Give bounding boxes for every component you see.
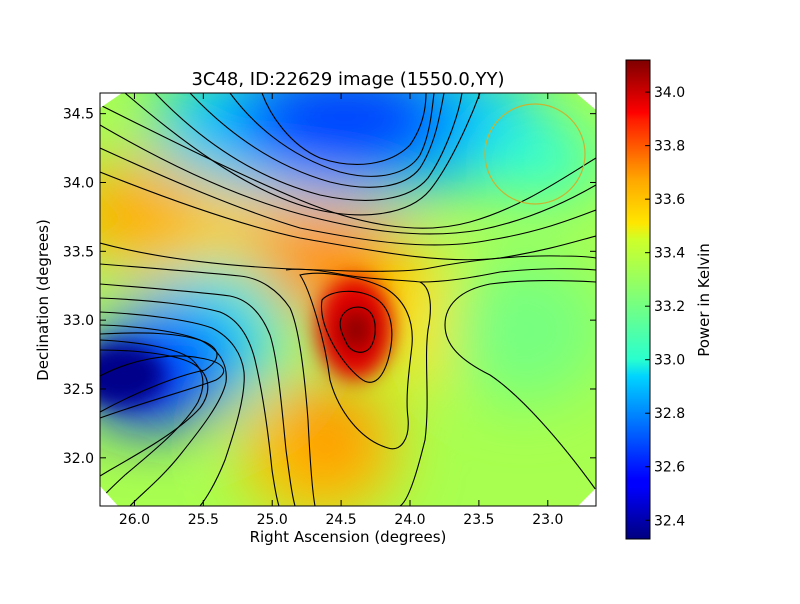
x-tick-label: 24.5 xyxy=(326,512,357,528)
y-tick-label: 32.5 xyxy=(63,382,94,398)
heat-blob-cyan-topright xyxy=(480,120,596,200)
contour-line xyxy=(339,306,376,353)
contour-line xyxy=(419,268,596,283)
corner-mask xyxy=(100,486,118,506)
x-axis-ticks: 26.0 25.5 25.0 24.5 24.0 23.5 23.0 xyxy=(119,93,563,528)
contour-line xyxy=(124,93,481,216)
contour-line xyxy=(100,283,296,506)
beam-circle xyxy=(484,103,586,205)
contour-line xyxy=(100,263,316,506)
heatmap xyxy=(100,93,596,506)
corner-mask xyxy=(100,93,122,108)
colorbar-tick-label: 34.0 xyxy=(654,85,685,101)
heatmap-core xyxy=(100,276,393,407)
contour-line xyxy=(299,272,413,450)
x-tick-label: 26.0 xyxy=(119,512,150,528)
x-tick-label: 25.0 xyxy=(257,512,288,528)
colorbar-tick-label: 32.6 xyxy=(654,460,685,476)
contour-line xyxy=(100,297,280,506)
contour-line xyxy=(100,355,225,419)
colorbar-tick-label: 33.0 xyxy=(654,353,685,369)
contour-line xyxy=(321,290,393,383)
contour-line xyxy=(154,93,463,201)
heat-blob-orange-left xyxy=(100,160,205,260)
corner-mask xyxy=(578,488,596,506)
contour-lines xyxy=(100,93,596,506)
contour-line xyxy=(100,324,227,506)
contour-line xyxy=(100,332,218,413)
contour-line xyxy=(100,242,596,272)
y-axis-label: Declination (degrees) xyxy=(34,219,52,381)
contour-line xyxy=(100,311,245,506)
colorbar-tick-label: 33.6 xyxy=(654,192,685,208)
colorbar-tick-label: 32.8 xyxy=(654,406,685,422)
colorbar-tick-label: 32.4 xyxy=(654,513,685,529)
contour-line xyxy=(189,93,445,188)
heat-blob-yellow-mid xyxy=(375,250,465,390)
x-axis-label: Right Ascension (degrees) xyxy=(250,528,447,546)
heat-blob-green-right xyxy=(445,255,596,405)
plot-frame xyxy=(99,92,597,507)
contour-line xyxy=(261,93,427,165)
contour-line xyxy=(444,280,596,491)
contour-line xyxy=(100,171,596,261)
y-tick-label: 32.0 xyxy=(63,451,94,467)
colorbar-ticks: 32.4 32.6 32.8 33.0 33.2 33.4 33.6 33.8 34.0 xyxy=(645,85,685,529)
contour-line xyxy=(100,147,596,246)
heat-blob-orange-bottom xyxy=(285,375,375,485)
contour-line xyxy=(100,104,596,229)
y-tick-label: 34.0 xyxy=(63,175,94,191)
corner-masks xyxy=(100,93,596,506)
x-tick-label: 23.5 xyxy=(463,512,494,528)
colorbar xyxy=(625,59,651,540)
contour-line xyxy=(100,124,596,235)
contour-line xyxy=(229,93,435,177)
x-tick-label: 23.0 xyxy=(532,512,563,528)
x-tick-label: 25.5 xyxy=(188,512,219,528)
y-tick-label: 33.0 xyxy=(63,313,94,329)
x-tick-label: 24.0 xyxy=(394,512,425,528)
heat-blob-blue-top xyxy=(235,93,455,180)
colorbar-tick-label: 33.4 xyxy=(654,246,685,262)
corner-mask xyxy=(576,93,596,110)
contour-line xyxy=(285,268,431,506)
heat-core-darkred xyxy=(340,310,372,350)
chart-title: 3C48, ID:22629 image (1550.0,YY) xyxy=(191,69,504,90)
y-tick-label: 34.5 xyxy=(63,107,94,123)
y-axis-ticks: 32.0 32.5 33.0 33.5 34.0 34.5 xyxy=(63,107,596,467)
colorbar-tick-label: 33.8 xyxy=(654,139,685,155)
contour-line xyxy=(100,349,209,477)
contour-line xyxy=(100,339,204,501)
colorbar-tick-label: 33.2 xyxy=(654,299,685,315)
colorbar-label: Power in Kelvin xyxy=(695,243,713,357)
y-tick-label: 33.5 xyxy=(63,244,94,260)
